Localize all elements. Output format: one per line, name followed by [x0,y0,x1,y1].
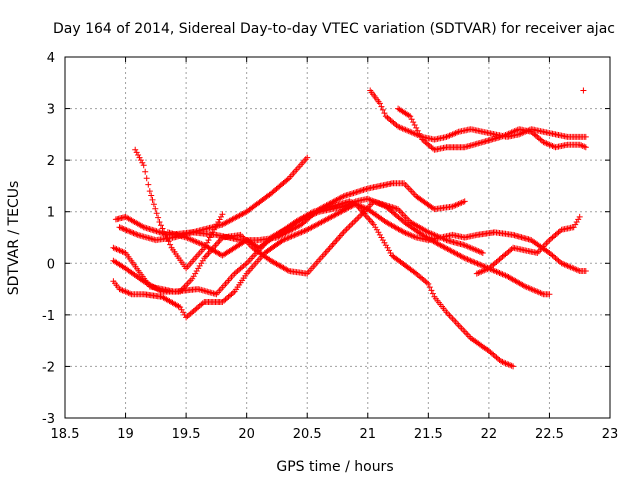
x-tick-label: 22 [481,427,498,442]
x-tick-label: 19.5 [172,427,201,442]
series-arc-9 [395,105,589,153]
point-markers [116,180,468,244]
x-tick-label: 21 [360,427,377,442]
x-tick-label: 21.5 [414,427,443,442]
series-arc-6 [110,201,517,370]
point-markers [395,105,589,153]
y-tick-label: -1 [42,309,55,324]
point-markers [367,87,589,143]
y-tick-label: 2 [47,154,55,169]
y-tick-label: 0 [47,257,55,272]
x-tick-label: 20.5 [293,427,322,442]
series-arc-10 [473,213,583,277]
y-tick-label: -3 [42,412,55,427]
series-arc-1 [112,154,311,238]
x-tick-label: 22.5 [535,427,564,442]
series-arc-5 [110,198,486,295]
x-tick-label: 19 [117,427,134,442]
x-axis-title: GPS time / hours [276,459,393,475]
point-markers [473,213,583,277]
series-arc-7 [116,180,468,244]
series-arc-11 [580,87,587,94]
y-tick-label: 1 [47,206,55,221]
point-markers [580,87,587,94]
point-markers [110,201,517,370]
series-arc-8 [367,87,589,143]
chart-title: Day 164 of 2014, Sidereal Day-to-day VTE… [53,21,615,37]
y-axis-title: SDTVAR / TECUs [6,181,22,296]
y-tick-label: 3 [47,103,55,118]
point-markers [110,198,486,295]
y-tick-label: 4 [47,51,55,66]
y-tick-label: -2 [42,360,55,375]
x-tick-label: 18.5 [51,427,80,442]
plot-frame [64,56,611,419]
point-markers [112,154,311,238]
x-tick-label: 20 [238,427,255,442]
x-tick-label: 23 [602,427,619,442]
data-series [110,87,589,370]
axis-ticks: 18.5 19 19.5 20 20.5 21 21.5 22 22.5 23-3-2-10123… [42,51,618,442]
